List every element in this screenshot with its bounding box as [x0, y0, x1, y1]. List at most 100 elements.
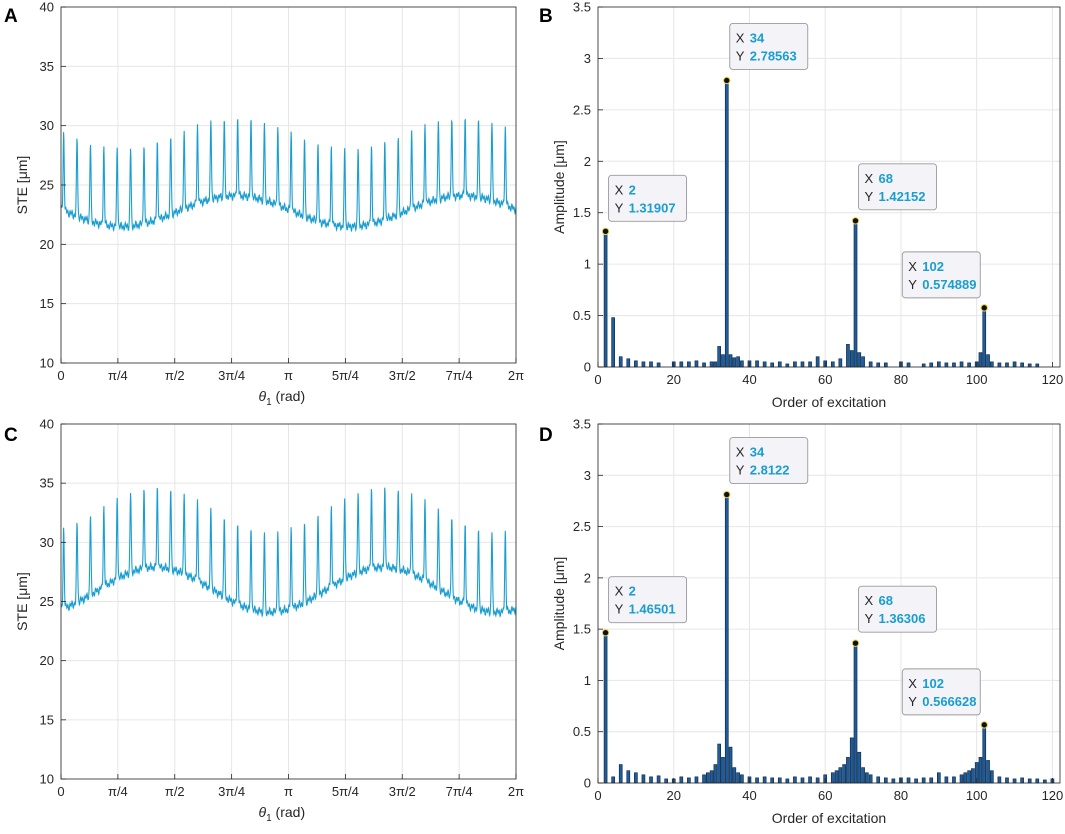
bar	[914, 778, 918, 784]
x-axis-label: Order of excitation	[772, 810, 886, 826]
bar	[664, 778, 668, 784]
y-tick-label: 15	[40, 712, 54, 727]
datatip-y-key: Y	[908, 694, 917, 709]
bar	[713, 361, 718, 368]
datatip-x-value: 102	[922, 676, 944, 691]
bar	[721, 354, 725, 368]
bar	[834, 770, 839, 784]
bar	[978, 757, 983, 784]
x-tick-label: 0	[594, 372, 601, 387]
bar	[634, 360, 638, 368]
datatip[interactable]: X 34 Y 2.8122	[723, 437, 809, 499]
panel-a: A 0 π/4 π/2 3π/4 π 5π/4 3π/2 7π/4 2π 10 15 20 25 30 35 4…	[4, 0, 524, 408]
datatip-marker	[723, 490, 731, 499]
y-tick-label: 25	[40, 178, 54, 193]
datatip-box	[729, 23, 809, 70]
datatip-box	[858, 163, 937, 211]
datatip-x-value: 102	[922, 259, 944, 274]
bar	[846, 344, 850, 368]
bar	[793, 361, 797, 368]
x-tick-label: 80	[894, 788, 908, 803]
bar	[641, 361, 646, 368]
bar	[687, 361, 691, 368]
bar	[800, 777, 805, 784]
bar	[770, 777, 775, 784]
bar	[868, 361, 873, 368]
x-axis-label: θ1 (rad)	[259, 388, 306, 408]
datatip-marker	[851, 217, 860, 225]
datatip[interactable]: X 102 Y 0.574889	[901, 251, 988, 312]
datatip[interactable]: X 68 Y 1.42152	[851, 163, 937, 225]
bar	[891, 778, 896, 784]
bar	[626, 770, 631, 784]
datatip-y-value: 0.574889	[922, 277, 976, 292]
bar	[611, 776, 615, 784]
bar	[603, 231, 608, 368]
y-tick-label: 3	[584, 468, 591, 483]
bar	[883, 777, 888, 784]
bar	[921, 777, 926, 784]
y-tick-label: 20	[40, 653, 54, 668]
datatip-marker	[723, 76, 731, 85]
x-tick-label: 100	[966, 372, 988, 387]
datatip[interactable]: X 34 Y 2.78563	[723, 23, 809, 85]
bar	[846, 757, 850, 784]
datatip[interactable]: X 68 Y 1.36306	[851, 585, 937, 647]
bar	[857, 751, 862, 784]
datatip[interactable]: X 2Y 1.31907	[601, 174, 688, 236]
bar	[959, 361, 964, 368]
bar	[861, 356, 865, 368]
y-tick-label: 3.5	[573, 417, 591, 432]
y-tick-label: 35	[40, 59, 54, 74]
bar	[785, 778, 790, 784]
datatip-x-key: X	[908, 259, 917, 274]
bar	[883, 362, 888, 368]
datatip-x-value: 2	[629, 584, 636, 599]
x-tick-label: π/4	[108, 368, 128, 383]
bar	[868, 774, 873, 784]
x-tick-label: 2π	[508, 784, 524, 799]
y-axis-label: STE [μm]	[14, 572, 30, 631]
panel-letter: A	[4, 6, 18, 27]
panel-letter: C	[4, 425, 18, 446]
y-tick-label: 40	[40, 417, 54, 432]
bar	[706, 772, 710, 784]
bar	[861, 767, 865, 784]
bar	[656, 362, 661, 368]
bar	[721, 757, 725, 784]
datatip-x-value: 34	[750, 445, 765, 460]
bar	[736, 772, 740, 784]
y-axis-label: STE [μm]	[14, 156, 30, 215]
datatip-x-value: 68	[879, 171, 893, 186]
bar	[865, 772, 869, 784]
bar	[838, 767, 843, 784]
bar	[649, 361, 653, 368]
x-tick-label: 40	[742, 372, 756, 387]
bar	[736, 356, 740, 368]
bar	[694, 776, 699, 784]
x-axis-label-subscript: 1	[266, 813, 272, 824]
bar	[967, 362, 971, 368]
bar	[929, 777, 934, 784]
bar	[755, 777, 759, 784]
x-tick-label: 40	[742, 788, 756, 803]
datatip-y-key: Y	[615, 200, 624, 215]
datatip-marker	[851, 639, 860, 647]
datatip-marker	[980, 721, 988, 729]
bar	[762, 361, 767, 368]
bar	[937, 772, 941, 784]
bar	[808, 776, 812, 784]
datatip-x-key: X	[615, 182, 624, 197]
datatip[interactable]: X 102 Y 0.566628	[901, 668, 988, 729]
bar	[679, 361, 684, 368]
bar	[978, 352, 983, 368]
y-tick-label: 2	[584, 570, 591, 585]
datatip-x-key: X	[615, 584, 624, 599]
bar	[853, 642, 858, 784]
datatip[interactable]: X 2Y 1.46501	[601, 576, 688, 637]
datatip-marker	[980, 304, 988, 312]
series-line-ste	[60, 118, 517, 233]
bar	[1027, 778, 1032, 784]
bar	[830, 361, 835, 368]
x-axis-label-unit: (rad)	[272, 804, 305, 820]
